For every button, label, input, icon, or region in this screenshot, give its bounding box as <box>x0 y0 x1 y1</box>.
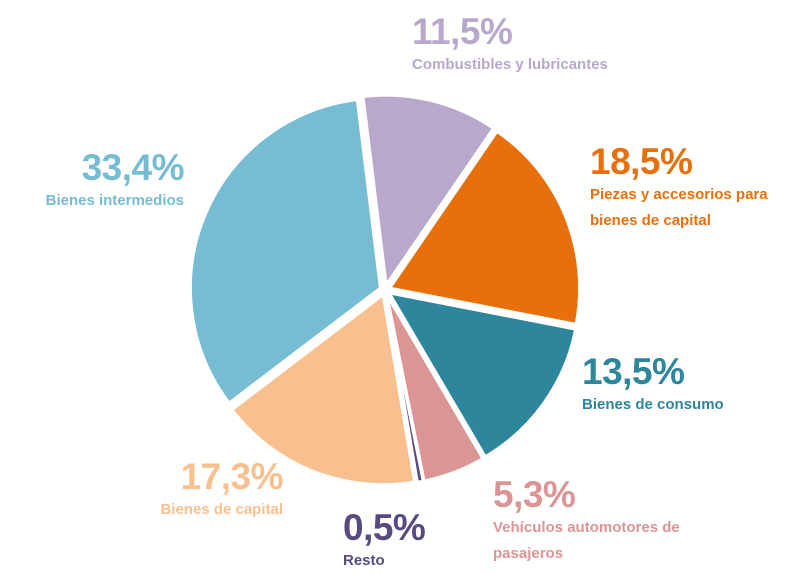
category-label: Bienes de consumo <box>582 396 724 413</box>
value-label: 33,4% <box>81 147 185 188</box>
slice-label: 13,5% Bienes de consumo <box>582 352 782 418</box>
value-label: 13,5% <box>582 351 685 392</box>
slice-label: 11,5% Combustibles y lubricantes <box>412 12 672 78</box>
category-label: Bienes de capital <box>160 501 283 518</box>
value-label: 18,5% <box>590 141 693 182</box>
slice-label: 18,5% Piezas y accesorios para bienes de … <box>590 142 789 234</box>
category-label: Piezas y accesorios para bienes de capit… <box>590 186 768 229</box>
slice-label: 17,3% Bienes de capital <box>100 457 283 523</box>
pie-slice <box>229 291 417 487</box>
value-label: 11,5% <box>412 11 513 52</box>
pie-slice <box>384 294 425 485</box>
category-label: Vehículos automotores de pasajeros <box>493 519 680 562</box>
slice-label: 5,3% Vehículos automotores de pasajeros <box>493 475 713 567</box>
pie-slice <box>386 290 578 459</box>
slice-label: 33,4% Bienes intermedios <box>0 147 185 214</box>
category-label: Combustibles y lubricantes <box>412 56 608 73</box>
category-label: Bienes intermedios <box>45 192 184 209</box>
pie-slice <box>361 93 496 290</box>
category-label: Resto <box>343 552 385 569</box>
value-label: 0,5% <box>343 507 426 548</box>
value-label: 5,3% <box>493 474 576 515</box>
pie-slice <box>188 97 382 406</box>
value-label: 17,3% <box>180 456 284 497</box>
slice-label: 0,5% Resto <box>343 508 463 574</box>
pie-slice <box>387 129 582 327</box>
